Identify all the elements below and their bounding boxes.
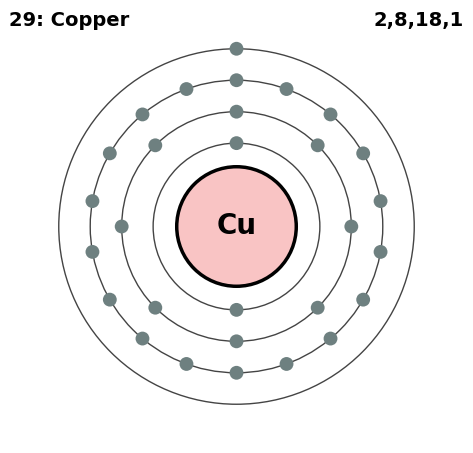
Text: 2,8,18,1: 2,8,18,1 <box>373 11 464 30</box>
Circle shape <box>86 194 99 208</box>
Circle shape <box>180 357 193 371</box>
Circle shape <box>374 245 387 259</box>
Circle shape <box>229 136 244 150</box>
Circle shape <box>229 42 244 56</box>
Circle shape <box>229 303 244 317</box>
Circle shape <box>136 332 149 346</box>
Circle shape <box>149 301 162 315</box>
Circle shape <box>280 357 293 371</box>
Circle shape <box>280 82 293 96</box>
Circle shape <box>324 332 337 346</box>
Circle shape <box>311 301 324 315</box>
Circle shape <box>229 334 244 348</box>
Circle shape <box>177 167 296 286</box>
Circle shape <box>229 73 244 87</box>
Circle shape <box>149 138 162 152</box>
Circle shape <box>180 82 193 96</box>
Circle shape <box>103 146 117 160</box>
Circle shape <box>344 220 358 233</box>
Circle shape <box>229 105 244 119</box>
Circle shape <box>86 245 99 259</box>
Circle shape <box>136 107 149 121</box>
Circle shape <box>115 220 129 233</box>
Text: 29: Copper: 29: Copper <box>9 11 130 30</box>
Circle shape <box>229 366 244 380</box>
Circle shape <box>356 146 370 160</box>
Text: Cu: Cu <box>217 212 256 241</box>
Circle shape <box>324 107 337 121</box>
Circle shape <box>311 138 324 152</box>
Circle shape <box>356 293 370 307</box>
Circle shape <box>103 293 117 307</box>
Circle shape <box>374 194 387 208</box>
